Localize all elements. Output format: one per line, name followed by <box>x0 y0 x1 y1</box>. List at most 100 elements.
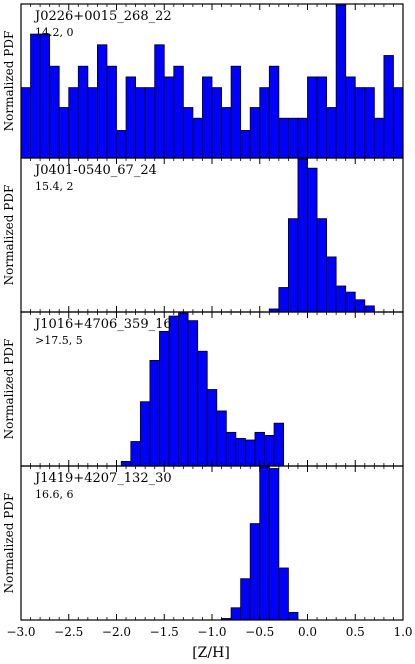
histogram-bar <box>278 567 289 621</box>
histogram-bar <box>259 87 270 159</box>
histogram-bar <box>58 107 70 159</box>
histogram-bar <box>335 4 347 159</box>
histogram-bar <box>130 441 141 467</box>
histogram-bar <box>345 291 356 313</box>
histogram-bar <box>364 87 375 159</box>
histogram-bars <box>268 158 375 313</box>
x-tick-label: −3.0 <box>6 625 35 639</box>
histogram-bar <box>259 466 270 621</box>
panel-frame <box>20 465 404 621</box>
y-axis-label: Normalized PDF <box>2 339 16 440</box>
histogram-bar <box>273 422 285 467</box>
histogram-bar <box>268 468 280 621</box>
panel-title: J0226+0015_268_22 <box>33 9 172 24</box>
histogram-bar <box>87 87 98 159</box>
histogram-bar <box>178 312 189 467</box>
x-tick-label: −1.0 <box>197 625 226 639</box>
histogram-bar <box>197 350 208 467</box>
x-tick-label: −2.0 <box>102 625 131 639</box>
histogram-bar <box>297 158 308 313</box>
panel-subtitle: 14.2, 0 <box>35 26 73 39</box>
histogram-bar <box>245 439 256 467</box>
panel-subtitle: 16.6, 6 <box>35 488 73 501</box>
y-axis-label: Normalized PDF <box>2 185 16 286</box>
histogram-bar <box>159 330 170 467</box>
histogram-bar <box>206 389 218 467</box>
histogram-bar <box>393 87 404 159</box>
histogram-bar <box>287 117 299 159</box>
histogram-bar <box>235 438 246 467</box>
x-tick-label: 1.0 <box>393 625 412 639</box>
histogram-bar <box>307 167 318 313</box>
y-axis-label: Normalized PDF <box>2 31 16 132</box>
panel-title: J1419+4207_132_30 <box>33 471 172 486</box>
histogram-bar <box>77 65 89 159</box>
y-axis-label: Normalized PDF <box>2 493 16 594</box>
histogram-bar <box>278 287 289 313</box>
histogram-bar <box>316 76 327 159</box>
panel-subtitle: 15.4, 2 <box>35 180 73 193</box>
histogram-bars <box>221 466 299 621</box>
histogram-bar <box>326 107 337 159</box>
x-axis-label: [Z/H] <box>192 645 230 661</box>
histogram-bar <box>335 285 347 313</box>
histogram-bar <box>354 87 366 159</box>
x-tick-label: 0.5 <box>346 625 365 639</box>
x-tick-label: −0.5 <box>245 625 274 639</box>
histogram-panel: J1016+4706_359_16 >17.5, 5 Normalized PDF <box>2 311 404 467</box>
histogram-bar <box>240 578 251 621</box>
histogram-bar <box>173 65 184 159</box>
histogram-bars <box>20 4 404 159</box>
histogram-panel: J0401-0540_67_24 15.4, 2 Normalized PDF <box>2 157 404 313</box>
histogram-bar <box>154 44 165 159</box>
histogram-bar <box>144 87 156 159</box>
histogram-panel: J1419+4207_132_30 16.6, 6 Normalized PDF <box>2 465 404 621</box>
histogram-bar <box>297 117 308 159</box>
histogram-bar <box>230 607 242 621</box>
histogram-bar <box>345 76 356 159</box>
histogram-bar <box>373 117 385 159</box>
x-tick-label: 0.0 <box>298 625 317 639</box>
histogram-bar <box>135 87 146 159</box>
histogram-bar <box>68 87 79 159</box>
histogram-bar <box>383 55 394 159</box>
histogram-bar <box>225 431 237 467</box>
histogram-panel: J0226+0015_268_22 14.2, 0 Normalized PDF <box>2 3 404 159</box>
histogram-bar <box>182 107 194 159</box>
panel-title: J1016+4706_359_16 <box>33 317 172 332</box>
histogram-bar <box>30 33 41 159</box>
histogram-bar <box>278 117 289 159</box>
histogram-bar <box>307 76 318 159</box>
histogram-bar <box>354 299 366 313</box>
histogram-bar <box>106 65 117 159</box>
histogram-bar <box>97 44 108 159</box>
histogram-bar <box>287 611 299 621</box>
histogram-bar <box>149 360 160 467</box>
histogram-bar <box>39 33 51 159</box>
histogram-bar <box>326 256 337 313</box>
x-axis: [Z/H] −3.0 −2.5 −2.0 −1.5 −1.0 −0.5 0.0 0.5 1.0 <box>6 625 412 661</box>
histogram-bar <box>49 65 60 159</box>
histogram-bar <box>287 218 299 313</box>
histogram-bar <box>264 434 275 467</box>
histogram-bar <box>202 76 213 159</box>
histogram-bar <box>221 107 232 159</box>
histogram-bar <box>316 218 327 313</box>
histogram-bar <box>139 401 151 467</box>
histogram-bar <box>364 305 375 313</box>
histogram-bar <box>268 65 280 159</box>
histogram-bar <box>125 76 137 159</box>
histogram-bars <box>120 312 285 467</box>
histogram-bar <box>20 87 31 159</box>
histogram-bar <box>187 320 199 467</box>
x-tick-label: −1.5 <box>150 625 179 639</box>
histogram-bar <box>249 107 261 159</box>
histogram-bar <box>116 130 127 159</box>
histogram-bar <box>249 523 261 621</box>
histogram-bar <box>211 87 222 159</box>
histogram-bar <box>230 65 242 159</box>
histogram-bar <box>216 410 227 467</box>
panel-subtitle: >17.5, 5 <box>35 334 83 347</box>
